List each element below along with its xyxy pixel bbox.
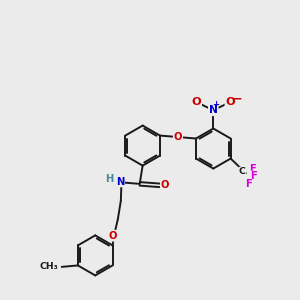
Text: F: F	[250, 171, 257, 181]
Text: O: O	[191, 97, 201, 107]
Text: N: N	[116, 176, 124, 187]
Text: +: +	[212, 100, 219, 109]
Text: C: C	[239, 167, 246, 176]
Text: H: H	[106, 174, 114, 184]
Text: F: F	[249, 164, 256, 174]
Text: O: O	[109, 231, 117, 241]
Text: O: O	[161, 180, 169, 190]
Text: F: F	[245, 179, 252, 190]
Text: −: −	[232, 93, 242, 106]
Text: N: N	[209, 105, 218, 115]
Text: O: O	[174, 132, 182, 142]
Text: O: O	[226, 97, 235, 107]
Text: CH₃: CH₃	[39, 262, 58, 272]
